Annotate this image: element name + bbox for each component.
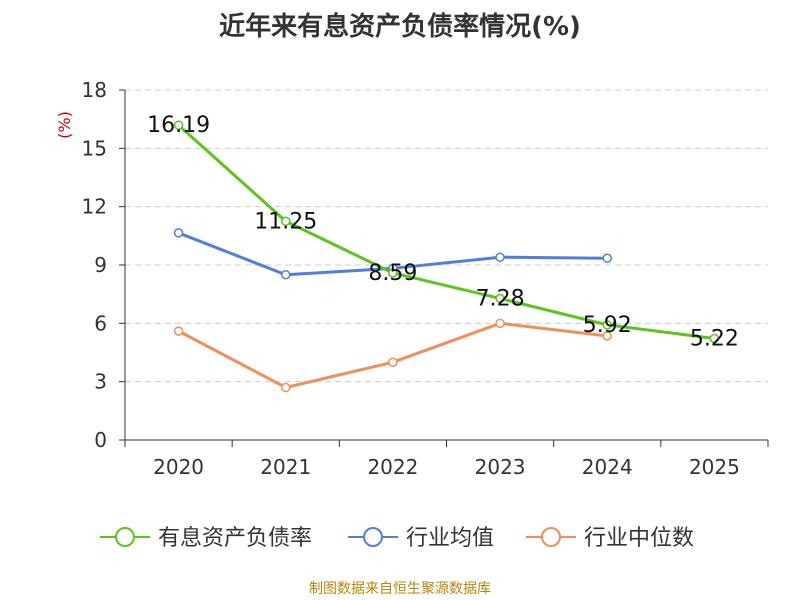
legend-label: 行业均值 xyxy=(406,526,494,551)
data-point xyxy=(173,228,184,238)
data-point xyxy=(173,120,184,130)
data-label: 7.28 xyxy=(476,286,525,311)
x-tick-label: 2025 xyxy=(689,455,740,479)
data-point xyxy=(388,357,398,367)
x-tick-label: 2023 xyxy=(475,455,526,479)
y-tick-label: 12 xyxy=(82,195,107,219)
y-tick-label: 15 xyxy=(82,136,107,160)
legend-label: 行业中位数 xyxy=(584,526,694,551)
data-label: 11.25 xyxy=(254,209,317,234)
data-label: 16.19 xyxy=(147,113,210,138)
y-tick-label: 3 xyxy=(94,370,107,394)
data-point xyxy=(495,252,505,262)
data-point xyxy=(709,333,720,344)
data-point xyxy=(281,382,291,393)
x-tick-label: 2020 xyxy=(153,455,204,479)
series-line xyxy=(177,321,608,389)
legend-marker xyxy=(541,527,561,547)
data-point xyxy=(495,318,505,329)
data-point xyxy=(602,331,612,341)
legend-label: 有息资产负债率 xyxy=(158,526,312,551)
legend-marker xyxy=(363,527,383,547)
data-label: 5.22 xyxy=(690,327,739,352)
data-label: 8.59 xyxy=(368,261,417,286)
y-tick-label: 18 xyxy=(82,78,107,102)
x-tick-label: 2021 xyxy=(260,455,311,479)
x-tick-label: 2024 xyxy=(582,455,633,479)
series-line xyxy=(177,124,715,340)
y-axis-label: (%) xyxy=(55,111,74,139)
chart-title: 近年来有息资产负债率情况(%) xyxy=(219,12,581,42)
data-label: 5.92 xyxy=(583,313,632,338)
source-note: 制图数据来自恒生聚源数据库 xyxy=(309,581,491,597)
y-tick-label: 9 xyxy=(94,253,107,277)
data-point xyxy=(281,216,291,226)
data-point xyxy=(602,253,612,263)
data-point xyxy=(173,326,184,336)
x-tick-label: 2022 xyxy=(367,455,418,479)
data-point xyxy=(281,269,291,280)
data-point xyxy=(495,293,505,304)
y-tick-label: 0 xyxy=(94,428,107,452)
y-tick-label: 6 xyxy=(94,311,107,335)
data-point xyxy=(388,268,398,278)
legend-marker xyxy=(115,527,135,547)
data-point xyxy=(602,320,612,330)
